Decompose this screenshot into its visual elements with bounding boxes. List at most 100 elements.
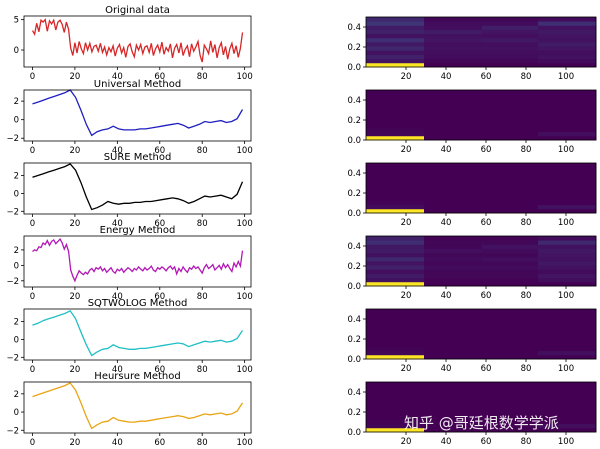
- heatmap-cell: [482, 127, 539, 133]
- x-tick-label: 20: [70, 219, 81, 229]
- heatmap-cell: [482, 167, 539, 172]
- heatmap-cell: [424, 398, 483, 404]
- y-tick-label: 2: [14, 172, 19, 182]
- heatmap-cell: [366, 386, 425, 391]
- heatmap-cell: [424, 281, 483, 287]
- x-tick-label: 100: [237, 72, 253, 82]
- axes-frame: [23, 15, 252, 68]
- y-tick-label: 0: [14, 335, 19, 345]
- x-tick-label: 20: [401, 72, 412, 82]
- x-tick-label: 60: [481, 291, 492, 301]
- y-tick-label: −2: [6, 426, 19, 436]
- heatmap-cell: [366, 42, 425, 47]
- heatmap-cell: [482, 54, 539, 60]
- heatmap-cell: [366, 321, 425, 327]
- heatmap-cell: [424, 183, 483, 189]
- heatmap-cell: [482, 62, 539, 68]
- heatmap-cell: [538, 171, 597, 176]
- heatmap-cell: [482, 338, 539, 343]
- x-tick-label: 20: [70, 438, 81, 448]
- x-tick-label: 40: [441, 437, 452, 447]
- heatmap-cell: [538, 179, 597, 185]
- subplot-title: Original data: [105, 5, 170, 16]
- x-tick-label: 100: [558, 291, 574, 301]
- heatmap-cell: [366, 188, 425, 193]
- heatmap-cell: [482, 110, 539, 116]
- heatmap-cell: [482, 106, 539, 112]
- y-tick-label: 2: [14, 97, 19, 107]
- heatmap-cell: [424, 192, 483, 197]
- heatmap-cell: [366, 261, 425, 266]
- heatmap-cell: [424, 338, 483, 343]
- y-tick-label: 0: [14, 261, 19, 271]
- heatmap-cell: [366, 135, 425, 141]
- series-line: [32, 89, 244, 137]
- heatmap-cell: [538, 29, 597, 35]
- x-tick-label: 100: [558, 218, 574, 228]
- x-tick-label: 80: [521, 145, 532, 155]
- heatmap-cell: [538, 106, 597, 112]
- heatmap-cell: [366, 265, 425, 270]
- heatmap-cell: [482, 25, 539, 30]
- heatmap-cell: [538, 200, 597, 206]
- heatmap-cell: [482, 163, 539, 168]
- x-tick-label: 80: [197, 219, 208, 229]
- x-tick-label: 40: [441, 72, 452, 82]
- heatmap-cell: [366, 346, 425, 352]
- heatmap-cell: [366, 236, 425, 241]
- heatmap-cell: [482, 277, 539, 283]
- heatmap-cell: [538, 90, 597, 95]
- x-tick-label: 100: [237, 146, 253, 156]
- x-tick-label: 40: [112, 292, 123, 302]
- x-tick-label: 40: [112, 365, 123, 375]
- heatmap-cell: [538, 423, 597, 429]
- x-tick-label: 80: [521, 364, 532, 374]
- heatmap-cell: [482, 204, 539, 210]
- heatmap-cell: [538, 236, 597, 241]
- y-tick-label: 2: [14, 390, 19, 400]
- heatmap-cell: [366, 131, 425, 137]
- heatmap-cell: [538, 317, 597, 322]
- heatmap-cell: [424, 98, 483, 103]
- heatmap-cell: [366, 325, 425, 331]
- heatmap-cell: [424, 123, 483, 128]
- heatmap-cell: [482, 17, 539, 22]
- y-tick-label: 0: [14, 189, 19, 199]
- y-tick-label: 0.4: [347, 96, 361, 106]
- heatmap-cell: [538, 269, 597, 274]
- heatmap-cell: [482, 171, 539, 176]
- heatmap-cell: [366, 354, 425, 360]
- heatmap-cell: [424, 167, 483, 172]
- x-tick-label: 60: [481, 218, 492, 228]
- x-tick-label: 60: [154, 365, 165, 375]
- heatmap-cell: [482, 248, 539, 254]
- y-tick-label: 0.4: [347, 315, 361, 325]
- heatmap-cell: [538, 183, 597, 189]
- x-tick-label: 80: [197, 292, 208, 302]
- heatmap-cell: [482, 269, 539, 274]
- x-tick-label: 40: [112, 72, 123, 82]
- heatmap-cell: [538, 127, 597, 133]
- y-tick-label: 0: [14, 408, 19, 418]
- heatmap-cell: [538, 135, 597, 141]
- heatmap-cell: [538, 240, 597, 245]
- x-tick-label: 60: [154, 219, 165, 229]
- series-line: [32, 382, 244, 430]
- heatmap-cell: [482, 350, 539, 356]
- heatmap-cell: [424, 317, 483, 322]
- heatmap-cell: [366, 329, 425, 335]
- heatmap-cell: [424, 354, 483, 360]
- heatmap-cell: [424, 411, 483, 416]
- heatmap-cell: [538, 407, 597, 412]
- heatmap-cell: [424, 21, 483, 26]
- heatmap-cell: [538, 321, 597, 327]
- heatmap-cell: [366, 37, 425, 43]
- y-tick-label: 0.2: [347, 43, 361, 53]
- heatmap-cell: [424, 394, 483, 400]
- heatmap-cell: [482, 123, 539, 128]
- heatmap-cell: [538, 33, 597, 39]
- heatmap-cell: [366, 115, 425, 120]
- heatmap-cell: [424, 329, 483, 335]
- heatmap-cell: [482, 334, 539, 339]
